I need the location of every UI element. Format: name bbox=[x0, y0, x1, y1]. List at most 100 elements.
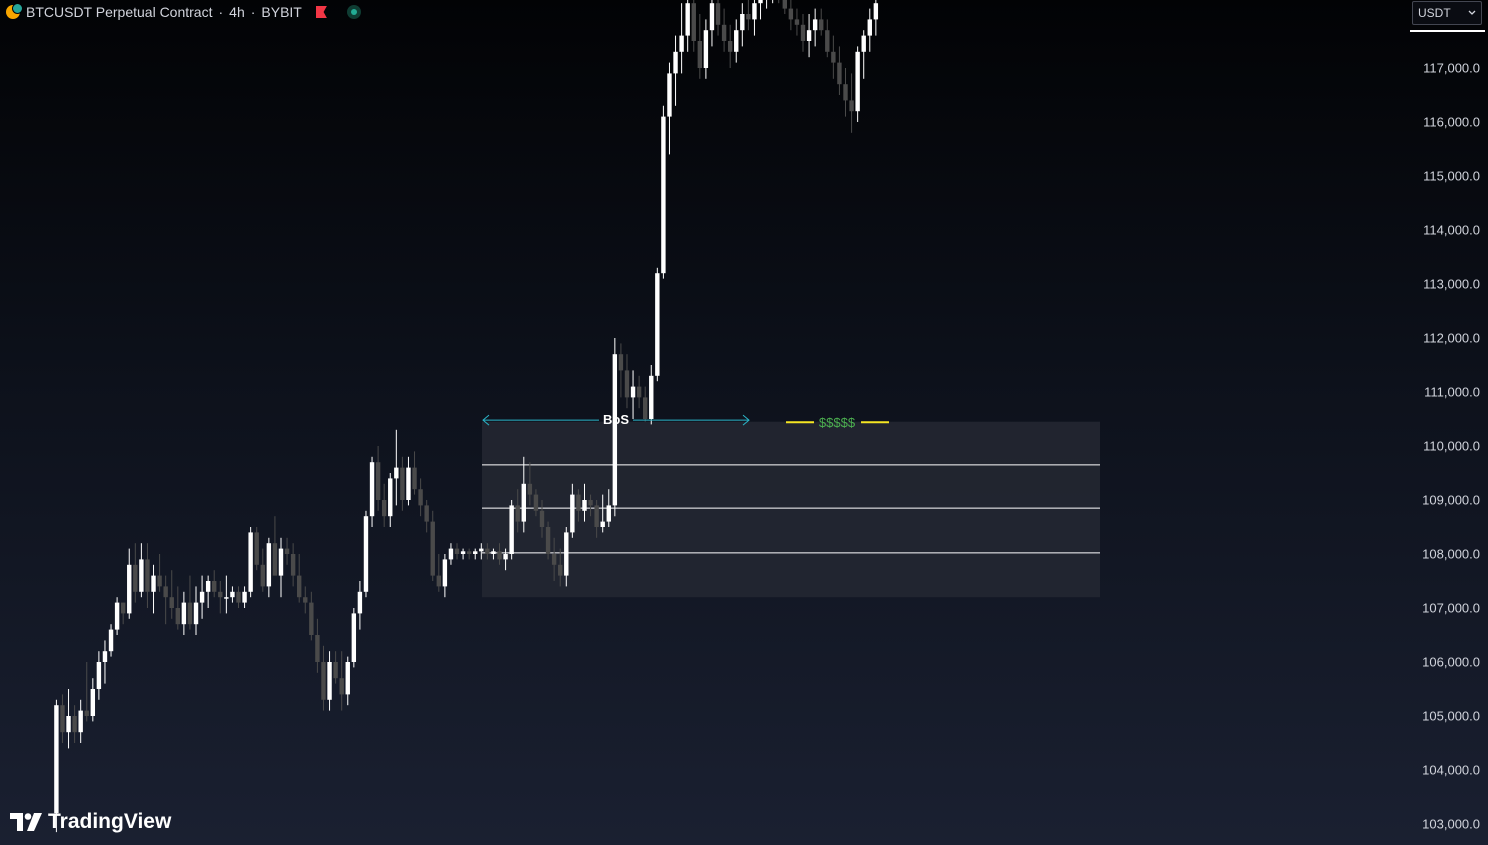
candle-body bbox=[600, 521, 605, 527]
price-axis[interactable]: 117,000.0 116,000.0 115,000.0 114,000.0 113,… bbox=[1408, 0, 1488, 845]
exchange-label: BYBIT bbox=[261, 4, 302, 20]
candle-body bbox=[260, 564, 265, 587]
candle-body bbox=[218, 591, 223, 598]
candle-body bbox=[819, 19, 824, 31]
candle-body bbox=[102, 651, 108, 662]
candle-body bbox=[649, 375, 654, 419]
candle-body bbox=[133, 564, 138, 592]
candle-body bbox=[90, 689, 96, 716]
candle-body bbox=[697, 41, 703, 68]
candle-body bbox=[800, 24, 806, 41]
candle-body bbox=[564, 532, 569, 576]
candle-body bbox=[612, 354, 618, 506]
candle-body bbox=[339, 678, 344, 695]
candle-body bbox=[351, 613, 357, 662]
currency-value: USDT bbox=[1418, 6, 1451, 20]
candle-body bbox=[752, 3, 757, 20]
price-tick-label: 105,000.0 bbox=[1422, 708, 1480, 724]
candle-body bbox=[193, 602, 199, 625]
candle-body bbox=[66, 716, 71, 733]
candle-body bbox=[236, 591, 241, 603]
candle-body bbox=[806, 30, 812, 41]
liquidity-annotation: $$$$$ bbox=[786, 415, 889, 430]
candle-body bbox=[108, 629, 114, 652]
candle-body bbox=[163, 586, 168, 598]
bos-annotation: BoS bbox=[482, 412, 750, 427]
price-tick-label: 106,000.0 bbox=[1422, 654, 1480, 670]
price-tick-label: 112,000.0 bbox=[1423, 330, 1480, 346]
candle-body bbox=[388, 478, 393, 517]
candle-body bbox=[503, 554, 508, 560]
candle-body bbox=[630, 386, 636, 398]
candle-body bbox=[333, 662, 338, 679]
candle-body bbox=[224, 597, 229, 599]
candle-body bbox=[284, 548, 290, 554]
candle-body bbox=[509, 505, 514, 554]
candle-body bbox=[570, 494, 575, 533]
candle-body bbox=[837, 62, 842, 85]
candle-body bbox=[715, 3, 721, 25]
header-separator: · bbox=[250, 4, 256, 20]
candle-body bbox=[521, 483, 526, 522]
candle-body bbox=[855, 51, 860, 112]
price-tick-label: 104,000.0 bbox=[1422, 762, 1480, 778]
candle-body bbox=[491, 551, 496, 554]
price-tick-label: 109,000.0 bbox=[1422, 492, 1480, 508]
candle-body bbox=[873, 3, 879, 20]
candle-body bbox=[721, 24, 727, 41]
candle-body bbox=[582, 500, 587, 511]
chevron-down-icon bbox=[1468, 10, 1476, 15]
candle-body bbox=[120, 602, 126, 614]
candle-body bbox=[412, 467, 417, 490]
price-tick-label: 111,000.0 bbox=[1424, 384, 1480, 400]
candle-body bbox=[746, 14, 751, 20]
candle-body bbox=[242, 591, 247, 603]
currency-selector[interactable]: USDT bbox=[1412, 1, 1482, 25]
candle-body bbox=[78, 710, 83, 733]
market-status-icon[interactable] bbox=[346, 5, 361, 19]
candle-body bbox=[812, 19, 818, 31]
flag-icon[interactable] bbox=[315, 6, 327, 18]
candle-body bbox=[230, 591, 235, 598]
candle-body bbox=[139, 559, 144, 592]
symbol-name[interactable]: BTCUSDT Perpetual Contract bbox=[26, 4, 213, 20]
candle-body bbox=[667, 73, 672, 117]
candle-body bbox=[327, 662, 332, 700]
candle-body bbox=[703, 30, 709, 68]
candle-body bbox=[673, 51, 678, 74]
candle-body bbox=[485, 548, 490, 554]
price-tick-label: 115,000.0 bbox=[1423, 168, 1480, 184]
candle-body bbox=[96, 662, 102, 689]
candle-body bbox=[297, 575, 302, 598]
candle-body bbox=[375, 462, 381, 500]
candle-body bbox=[418, 489, 423, 506]
price-tick-label: 107,000.0 bbox=[1422, 600, 1480, 616]
price-chart[interactable]: BoS $$$$$ bbox=[0, 0, 1408, 845]
symbol-header: BTCUSDT Perpetual Contract · 4h · BYBIT bbox=[6, 3, 361, 21]
candle-body bbox=[685, 3, 690, 36]
candle-body bbox=[303, 597, 308, 603]
candle-body bbox=[278, 548, 284, 576]
candle-body bbox=[345, 662, 350, 695]
candle-body bbox=[169, 597, 174, 608]
price-tick-label: 113,000.0 bbox=[1423, 276, 1480, 292]
candle-body bbox=[357, 591, 363, 614]
btc-coin-icon bbox=[6, 3, 23, 19]
candle-body bbox=[114, 602, 120, 630]
candle-body bbox=[515, 505, 520, 522]
candle-body bbox=[497, 551, 502, 560]
header-separator: · bbox=[218, 4, 224, 20]
candle-body bbox=[430, 521, 435, 576]
candle-body bbox=[394, 467, 399, 479]
price-tick-label: 108,000.0 bbox=[1422, 546, 1480, 562]
candle-body bbox=[60, 705, 65, 733]
consolidation-zone bbox=[482, 421, 1100, 598]
candle-body bbox=[545, 527, 551, 554]
candle-body bbox=[315, 635, 320, 662]
candle-body bbox=[181, 602, 187, 625]
candle-body bbox=[642, 397, 648, 419]
candle-body bbox=[175, 608, 180, 625]
tradingview-logo[interactable]: TradingView bbox=[10, 810, 171, 834]
candle-body bbox=[205, 581, 211, 592]
timeframe-label[interactable]: 4h bbox=[229, 4, 245, 20]
